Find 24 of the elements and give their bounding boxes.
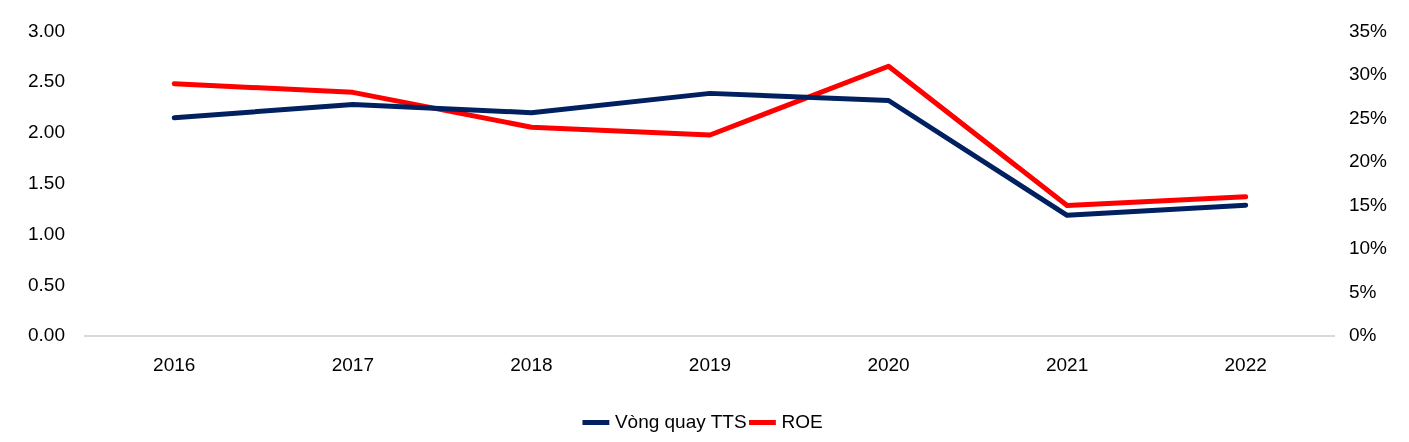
y2-tick-label: 0% — [1348, 324, 1377, 346]
x-tick-label: 2018 — [510, 353, 553, 375]
y2-tick-label: 30% — [1348, 63, 1388, 85]
y-tick-label: 3.00 — [28, 19, 65, 41]
y-tick-label: 0.50 — [28, 273, 65, 295]
y-tick-label: 0.00 — [28, 324, 65, 346]
x-tick-label: 2017 — [331, 353, 374, 375]
legend-label: ROE — [781, 410, 823, 432]
y2-tick-label: 5% — [1348, 280, 1377, 302]
y-tick-label: 1.50 — [28, 172, 65, 194]
x-tick-label: 2016 — [153, 353, 196, 375]
x-tick-label: 2022 — [1224, 353, 1267, 375]
y-tick-label: 2.50 — [28, 70, 65, 92]
legend-label: Vòng quay TTS — [614, 410, 747, 432]
y2-tick-label: 10% — [1348, 237, 1388, 259]
y2-tick-label: 25% — [1348, 106, 1388, 128]
y2-tick-label: 20% — [1348, 150, 1388, 172]
x-tick-label: 2021 — [1045, 353, 1089, 375]
x-tick-label: 2020 — [867, 353, 910, 375]
y2-tick-label: 15% — [1348, 193, 1388, 215]
y-tick-label: 2.00 — [28, 121, 65, 143]
y-tick-label: 1.00 — [28, 222, 65, 244]
y2-tick-label: 35% — [1348, 19, 1388, 41]
x-tick-label: 2019 — [688, 353, 732, 375]
